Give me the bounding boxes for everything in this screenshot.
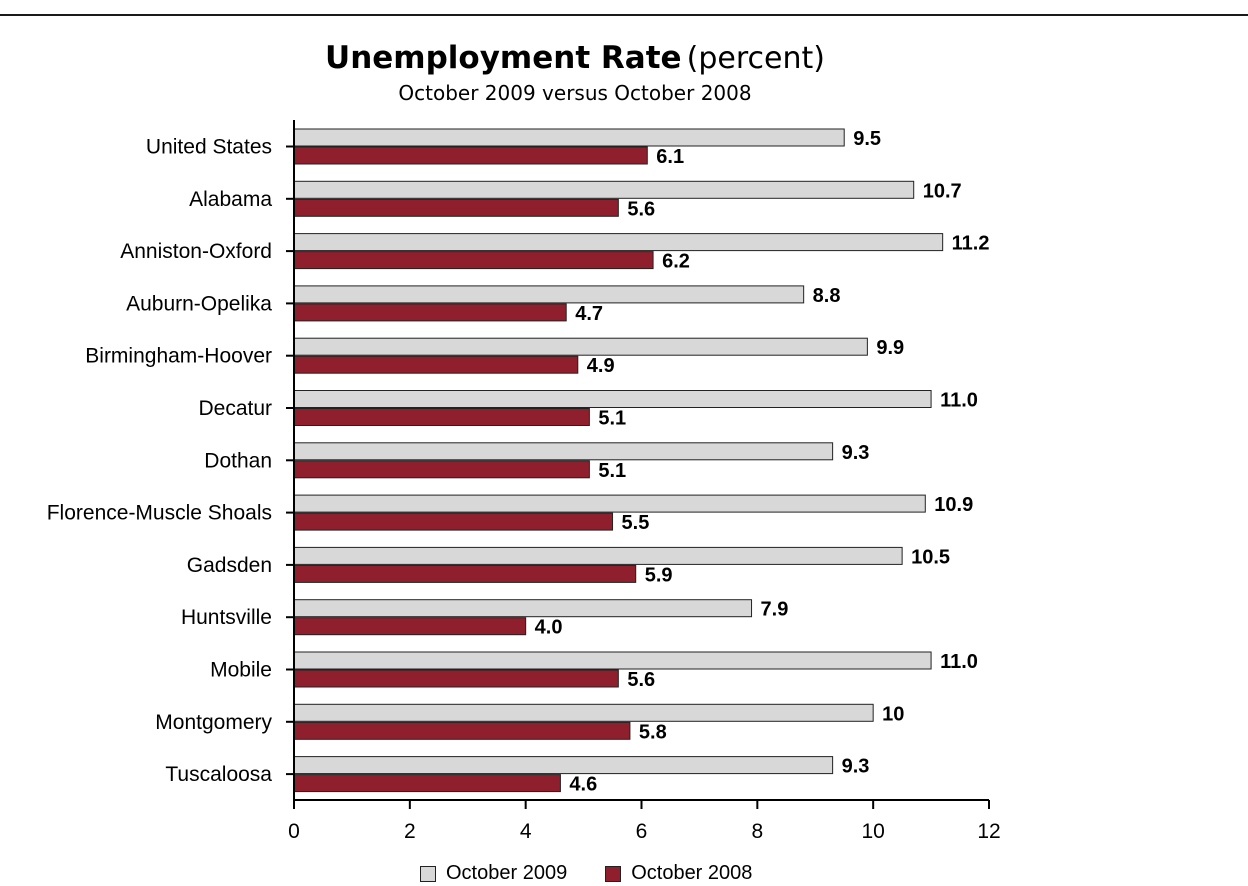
- bar-2008-alabama: [293, 198, 619, 217]
- bar-2008-gadsden: [293, 564, 637, 583]
- data-label-2009-anniston-oxford: 11.2: [952, 233, 990, 255]
- x-tick-label-10: 10: [861, 820, 884, 843]
- data-label-2008-decatur: 5.1: [598, 408, 626, 430]
- category-label-florence-muscle-shoals: Florence-Muscle Shoals: [47, 502, 272, 525]
- bar-2008-birmingham-hoover: [293, 355, 579, 374]
- chart-title: Unemployment Rate (percent): [0, 40, 1150, 76]
- data-label-2009-alabama: 10.7: [923, 180, 962, 202]
- category-label-anniston-oxford: Anniston-Oxford: [120, 240, 272, 263]
- bar-2009-huntsville: [293, 599, 753, 618]
- data-label-2009-montgomery: 10: [882, 703, 904, 725]
- bar-2009-birmingham-hoover: [293, 337, 868, 356]
- data-label-2008-birmingham-hoover: 4.9: [587, 355, 615, 377]
- bar-2009-auburn-opelika: [293, 285, 805, 304]
- bar-2008-tuscaloosa: [293, 774, 561, 793]
- category-label-gadsden: Gadsden: [187, 554, 272, 577]
- data-label-2009-huntsville: 7.9: [761, 599, 789, 621]
- chart-subtitle: October 2009 versus October 2008: [398, 81, 752, 105]
- data-label-2009-florence-muscle-shoals: 10.9: [934, 494, 973, 516]
- bar-2008-decatur: [293, 408, 590, 426]
- data-label-2008-anniston-oxford: 6.2: [662, 251, 690, 273]
- x-tick-label-12: 12: [977, 820, 1000, 843]
- data-label-2009-decatur: 11.0: [940, 390, 978, 412]
- chart-title-unit: (percent): [686, 41, 825, 76]
- data-label-2009-mobile: 11.0: [940, 651, 978, 673]
- data-label-2009-gadsden: 10.5: [911, 546, 950, 568]
- bar-2009-dothan: [293, 442, 834, 461]
- category-label-mobile: Mobile: [210, 659, 272, 682]
- x-tick-label-0: 0: [288, 820, 300, 843]
- bar-2008-united-states: [293, 146, 648, 165]
- bar-2009-tuscaloosa: [293, 756, 834, 775]
- category-label-auburn-opelika: Auburn-Opelika: [126, 292, 272, 315]
- bar-2009-united-states: [293, 128, 845, 147]
- category-label-huntsville: Huntsville: [181, 606, 272, 629]
- bar-2008-montgomery: [293, 721, 631, 740]
- data-label-2009-birmingham-hoover: 9.9: [876, 337, 904, 359]
- category-label-alabama: Alabama: [189, 188, 272, 211]
- category-label-montgomery: Montgomery: [155, 711, 272, 734]
- data-label-2008-huntsville: 4.0: [535, 617, 563, 639]
- bar-2009-anniston-oxford: [293, 233, 944, 252]
- data-label-2008-florence-muscle-shoals: 5.5: [622, 512, 650, 534]
- legend-item-october-2009: October 2009: [420, 862, 567, 885]
- bar-2008-huntsville: [293, 617, 527, 636]
- bar-2009-florence-muscle-shoals: [293, 494, 926, 513]
- data-label-2008-gadsden: 5.9: [645, 564, 673, 586]
- chart-title-main: Unemployment Rate: [325, 40, 682, 76]
- x-tick-label-8: 8: [751, 820, 763, 843]
- category-label-tuscaloosa: Tuscaloosa: [165, 763, 272, 786]
- data-label-2008-auburn-opelika: 4.7: [575, 303, 603, 325]
- legend-label-october-2009: October 2009: [446, 862, 568, 884]
- x-tick-label-2: 2: [404, 820, 416, 843]
- data-label-2009-united-states: 9.5: [853, 128, 881, 150]
- bar-2008-florence-muscle-shoals: [293, 512, 614, 531]
- bar-2009-mobile: [293, 651, 932, 670]
- data-label-2008-alabama: 5.6: [627, 198, 655, 220]
- category-label-dothan: Dothan: [204, 449, 272, 472]
- top-rule: [0, 14, 1248, 16]
- data-label-2008-montgomery: 5.8: [639, 721, 667, 743]
- x-tick-label-4: 4: [520, 820, 532, 843]
- legend: October 2009 October 2008: [420, 862, 790, 885]
- legend-swatch-october-2009: [420, 865, 436, 882]
- data-label-2008-dothan: 5.1: [598, 460, 626, 482]
- x-tick-label-6: 6: [636, 820, 648, 843]
- legend-label-october-2008: October 2008: [631, 862, 753, 884]
- bar-2008-dothan: [293, 460, 590, 479]
- data-label-2009-tuscaloosa: 9.3: [842, 756, 870, 778]
- data-label-2008-mobile: 5.6: [627, 669, 655, 691]
- bar-2009-montgomery: [293, 703, 874, 722]
- data-label-2009-dothan: 9.3: [842, 442, 870, 464]
- category-label-united-states: United States: [146, 136, 272, 159]
- bar-2008-anniston-oxford: [293, 251, 654, 270]
- legend-swatch-october-2008: [605, 865, 622, 882]
- category-label-birmingham-hoover: Birmingham-Hoover: [85, 345, 272, 368]
- category-label-decatur: Decatur: [198, 397, 272, 420]
- bar-2008-mobile: [293, 669, 619, 688]
- data-label-2009-auburn-opelika: 8.8: [813, 285, 841, 307]
- bar-2009-gadsden: [293, 546, 903, 565]
- bar-2009-decatur: [293, 390, 932, 408]
- data-label-2008-tuscaloosa: 4.6: [569, 774, 597, 796]
- bar-2009-alabama: [293, 180, 915, 199]
- bar-2008-auburn-opelika: [293, 303, 567, 322]
- data-label-2008-united-states: 6.1: [656, 146, 684, 168]
- legend-item-october-2008: October 2008: [605, 862, 752, 885]
